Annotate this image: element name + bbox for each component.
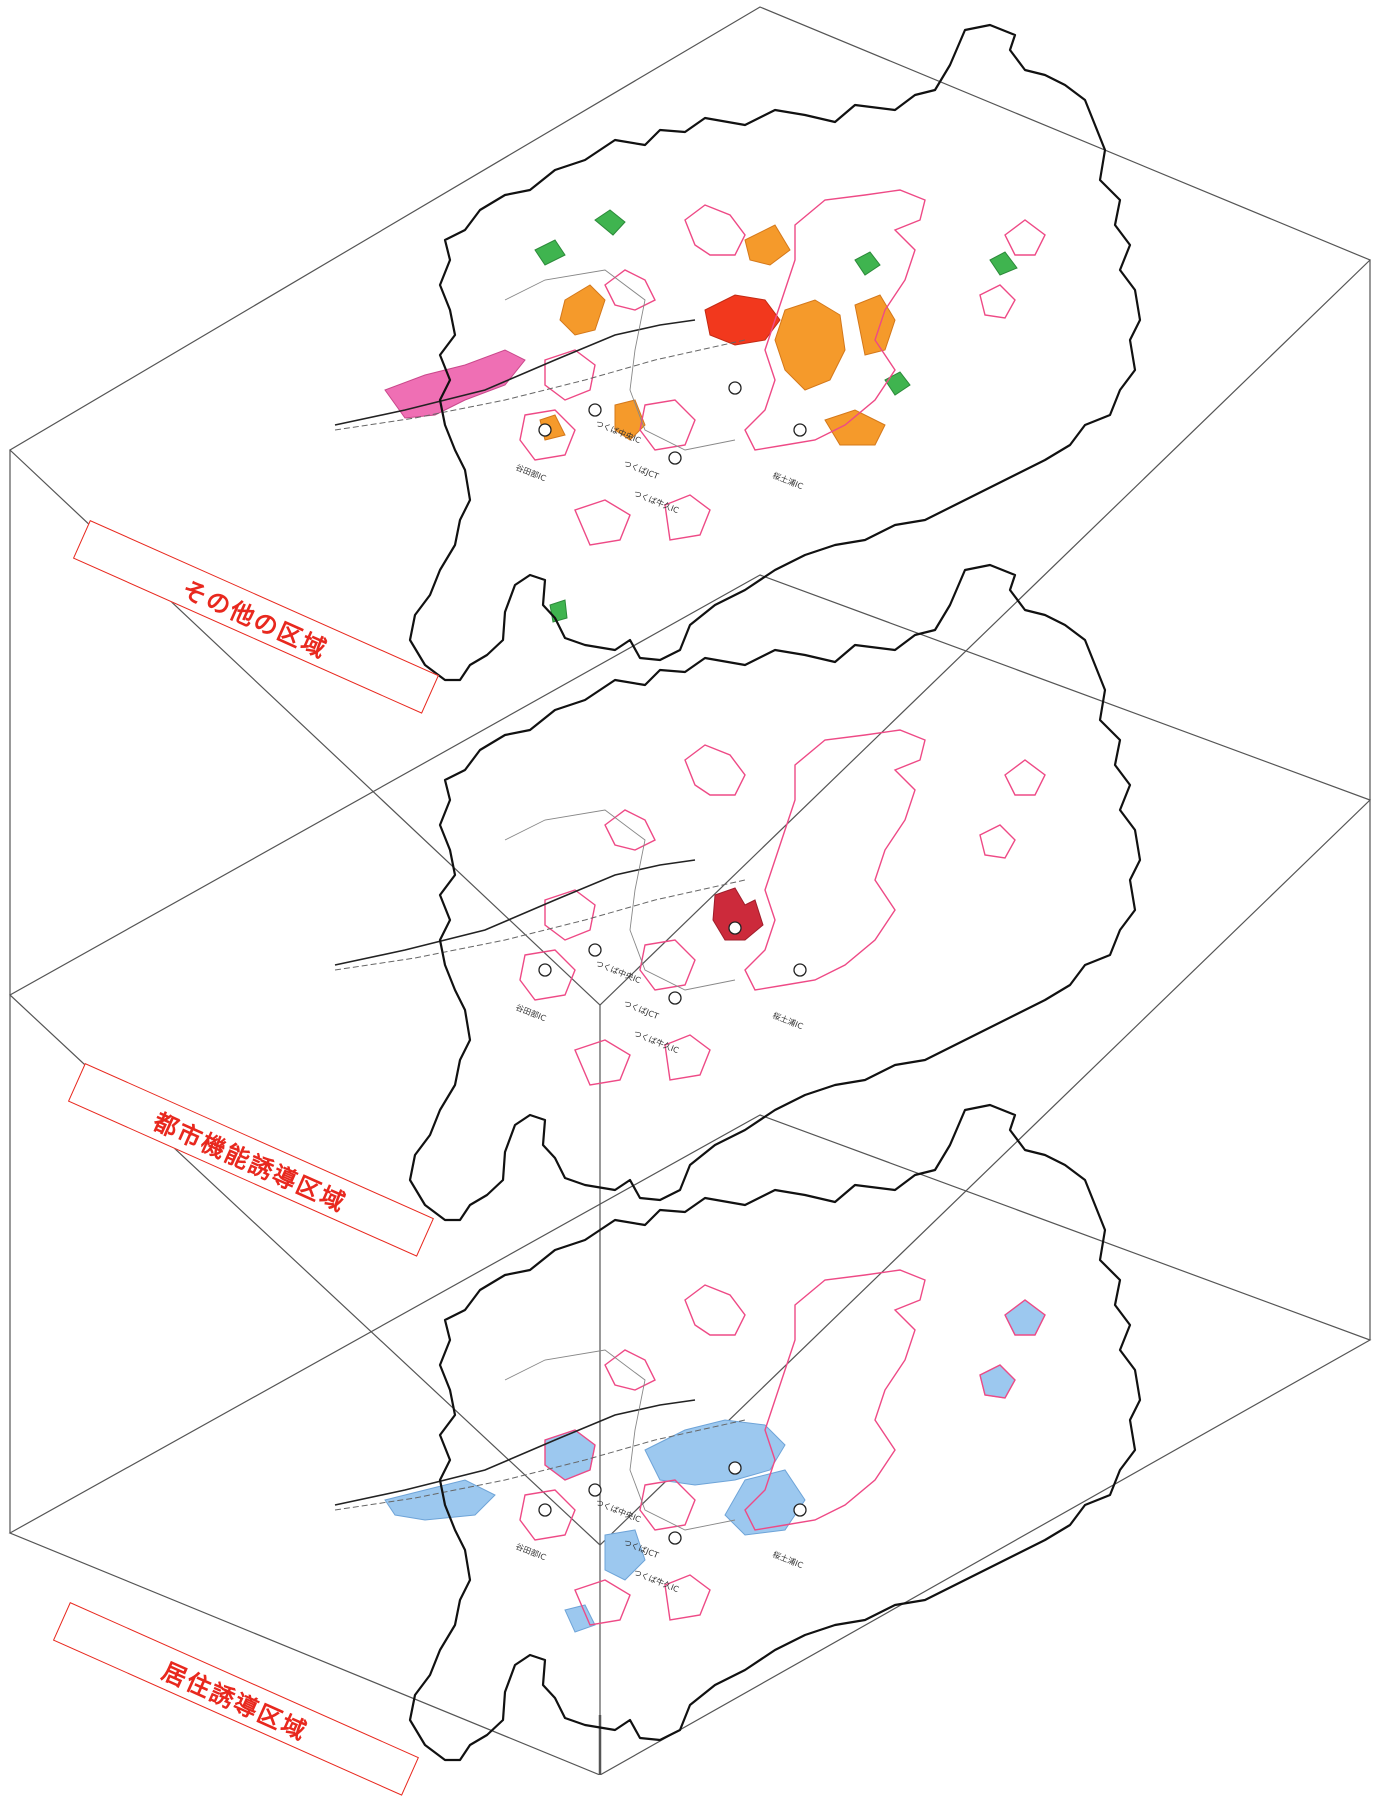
district-outline-3	[744, 189, 926, 451]
interchange-marker-3	[668, 451, 682, 465]
district-outline-7	[519, 409, 576, 461]
railway-line	[334, 879, 746, 971]
map-layer-other	[334, 23, 1142, 682]
residential-area-4	[604, 1529, 646, 1581]
interchange-marker-2	[588, 403, 602, 417]
district-outline-5	[979, 824, 1016, 859]
interchange-marker-5	[793, 423, 807, 437]
district-outline-2	[684, 744, 746, 796]
district-outline-4	[1004, 1299, 1046, 1336]
interchange-marker-4	[728, 1461, 742, 1475]
interchange-marker-2	[588, 1483, 602, 1497]
district-outline-6	[544, 889, 596, 941]
residential-area-8	[564, 1604, 596, 1633]
interchange-marker-2	[588, 943, 602, 957]
district-outline-7	[519, 949, 576, 1001]
isometric-frame	[8, 6, 1372, 1776]
district-outline-1	[604, 1349, 656, 1391]
other-area-orange-1	[559, 284, 606, 336]
district-outline-6	[544, 349, 596, 401]
other-area-green-6	[549, 599, 568, 623]
railway-line	[334, 339, 746, 431]
map-layer-residential	[334, 1103, 1142, 1762]
interchange-marker-3	[668, 991, 682, 1005]
interchange-marker-1	[538, 963, 552, 977]
highway-line	[334, 1399, 696, 1506]
interchange-marker-5	[793, 1503, 807, 1517]
other-area-green-1	[594, 209, 626, 236]
city-boundary	[408, 23, 1142, 682]
interchange-marker-3	[668, 1531, 682, 1545]
district-outline-2	[684, 1284, 746, 1336]
district-outline-2	[684, 204, 746, 256]
district-outline-1	[604, 269, 656, 311]
residential-area-3	[724, 1469, 806, 1536]
interchange-marker-1	[538, 423, 552, 437]
district-outline-5	[979, 284, 1016, 319]
district-outline-9	[574, 1579, 631, 1626]
railway-line	[334, 1419, 746, 1511]
other-area-pink	[384, 349, 526, 419]
highway-line	[334, 319, 696, 426]
district-outline-8	[639, 939, 696, 991]
map-layer-urban-function	[334, 563, 1142, 1222]
district-outline-10	[664, 1034, 711, 1081]
urban-function-area	[712, 887, 764, 941]
district-outline-4	[1004, 759, 1046, 796]
district-outline-8	[639, 399, 696, 451]
district-outline-3	[744, 729, 926, 991]
interchange-marker-5	[793, 963, 807, 977]
layer-plane-1	[9, 6, 1372, 1006]
residential-area-5	[1004, 1299, 1046, 1336]
other-area-green-5	[989, 251, 1018, 276]
other-area-green-2	[534, 239, 566, 266]
layer-plane-2	[8, 574, 1372, 1546]
other-area-orange-2	[774, 299, 846, 391]
ring-road	[504, 809, 736, 991]
city-boundary	[408, 1103, 1142, 1762]
district-outline-9	[574, 499, 631, 546]
residential-area-6	[979, 1364, 1016, 1399]
other-area-orange-7	[744, 224, 791, 266]
other-area-green-3	[854, 251, 881, 276]
district-outline-7	[519, 1489, 576, 1541]
district-outline-10	[664, 1574, 711, 1621]
ring-road	[504, 269, 736, 451]
interchange-marker-4	[728, 381, 742, 395]
other-area-green-4	[884, 371, 911, 396]
ring-road	[504, 1349, 736, 1531]
other-area-red	[704, 294, 781, 346]
interchange-marker-1	[538, 1503, 552, 1517]
interchange-marker-4	[728, 921, 742, 935]
residential-area-7	[384, 1479, 496, 1521]
district-outline-9	[574, 1039, 631, 1086]
district-outline-4	[1004, 219, 1046, 256]
district-outline-10	[664, 494, 711, 541]
district-outline-6	[544, 1429, 596, 1481]
city-boundary	[408, 563, 1142, 1222]
district-outline-5	[979, 1364, 1016, 1399]
district-outline-3	[744, 1269, 926, 1531]
district-outline-1	[604, 809, 656, 851]
other-area-orange-4	[824, 409, 886, 446]
highway-line	[334, 859, 696, 966]
district-outline-8	[639, 1479, 696, 1531]
